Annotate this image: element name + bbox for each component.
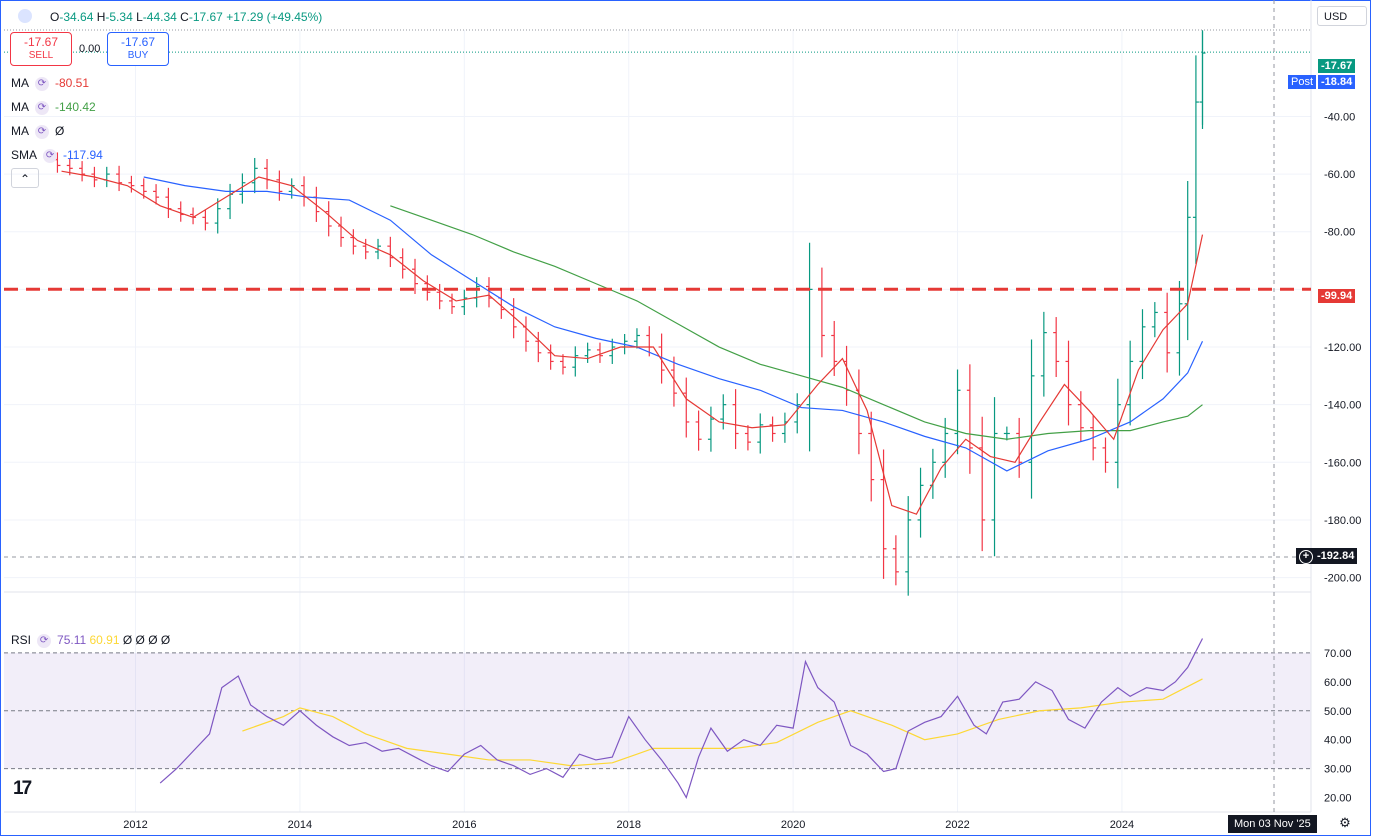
indicator-ma-slow[interactable]: MA ⟳ -140.42 — [11, 99, 96, 115]
open-value: -34.64 — [59, 10, 94, 24]
ohlc-readout: O-34.64 H-5.34 L-44.34 C-17.67 +17.29 (+… — [50, 10, 322, 24]
sell-price: -17.67 — [23, 35, 59, 49]
spread-value: 0.00 — [79, 43, 101, 55]
close-label: C — [180, 10, 189, 24]
price-axis-label: -200.00 — [1324, 573, 1361, 585]
sync-icon[interactable]: ⟳ — [43, 148, 58, 163]
sync-icon[interactable]: ⟳ — [37, 633, 52, 648]
last-price-tag: -17.67 — [1318, 59, 1356, 73]
collapse-indicators-button[interactable]: ⌃ — [11, 168, 39, 188]
post-label-tag: Post — [1288, 75, 1317, 89]
crosshair-time-tag: Mon 03 Nov '25 — [1228, 815, 1317, 833]
time-axis-label: 2016 — [452, 819, 476, 831]
close-value: -17.67 — [188, 10, 223, 24]
sell-label: SELL — [28, 50, 54, 61]
buy-label: BUY — [127, 50, 149, 61]
price-axis-label: -40.00 — [1324, 111, 1355, 123]
rsi-axis-label: 20.00 — [1324, 793, 1352, 805]
time-axis-label: 2022 — [945, 819, 969, 831]
rsi-line — [159, 638, 1204, 800]
moon-icon — [18, 9, 32, 23]
rsi-name: RSI — [11, 633, 32, 647]
ma-fast-line — [61, 170, 1204, 515]
rsi-axis-label: 70.00 — [1324, 648, 1352, 660]
rsi-axis-label: 40.00 — [1324, 735, 1352, 747]
time-axis-label: 2012 — [123, 819, 147, 831]
chevron-up-icon: ⌃ — [19, 172, 31, 186]
indicator-value: -80.51 — [55, 76, 90, 90]
buy-price: -17.67 — [120, 35, 156, 49]
price-axis-label: -160.00 — [1324, 457, 1361, 469]
sell-button[interactable]: -17.67 SELL — [10, 32, 72, 66]
symbol-icon[interactable] — [17, 8, 33, 24]
low-value: -44.34 — [142, 10, 177, 24]
indicator-name: MA — [11, 124, 29, 138]
tradingview-logo[interactable]: 17 — [13, 778, 32, 800]
price-axis-label: -80.00 — [1324, 227, 1355, 239]
level-price-tag: -99.94 — [1318, 289, 1356, 303]
logo-text: 17 — [13, 778, 32, 799]
price-axis-label: -120.00 — [1324, 342, 1361, 354]
indicator-value: Ø — [55, 124, 65, 138]
rsi-axis-label: 60.00 — [1324, 677, 1352, 689]
settings-gear-icon[interactable]: ⚙ — [1339, 815, 1351, 830]
change-value: +17.29 (+49.45%) — [226, 10, 323, 24]
indicator-value: -117.94 — [63, 148, 103, 162]
sync-icon[interactable]: ⟳ — [35, 100, 49, 115]
high-label: H — [96, 10, 106, 24]
indicator-name: MA — [11, 100, 29, 114]
indicator-ma-empty[interactable]: MA ⟳ Ø — [11, 123, 64, 139]
indicator-sma[interactable]: SMA ⟳ -117.94 — [11, 147, 103, 163]
buy-button[interactable]: -17.67 BUY — [107, 32, 169, 66]
rsi-ma-line — [242, 678, 1203, 767]
high-value: -5.34 — [105, 10, 133, 24]
time-axis-label: 2024 — [1110, 819, 1134, 831]
sync-icon[interactable]: ⟳ — [35, 124, 49, 139]
open-label: O — [50, 10, 60, 24]
indicator-name: SMA — [11, 148, 38, 162]
crosshair-price-tag: + -192.84 — [1296, 548, 1358, 564]
time-axis-label: 2018 — [616, 819, 640, 831]
price-axis-label: -180.00 — [1324, 515, 1361, 527]
price-axis-label: -60.00 — [1324, 169, 1355, 181]
crosshair-price: -192.84 — [1317, 550, 1355, 562]
rsi-extra-values: Ø Ø Ø Ø — [122, 633, 171, 647]
rsi-value: 75.11 — [57, 633, 87, 647]
sync-icon[interactable]: ⟳ — [35, 76, 49, 91]
low-label: L — [136, 10, 143, 24]
plus-circle-icon[interactable]: + — [1299, 550, 1313, 564]
time-axis-label: 2014 — [288, 819, 312, 831]
sma-line — [143, 176, 1204, 472]
post-price-tag: -18.84 — [1318, 75, 1356, 89]
rsi-axis-label: 50.00 — [1324, 706, 1352, 718]
indicator-ma-fast[interactable]: MA ⟳ -80.51 — [11, 75, 89, 91]
rsi-ma-value: 60.91 — [89, 633, 120, 647]
indicator-value: -140.42 — [55, 100, 96, 114]
indicator-name: MA — [11, 76, 29, 90]
currency-button[interactable]: USD — [1317, 6, 1367, 26]
rsi-axis-label: 30.00 — [1324, 764, 1352, 776]
indicator-rsi[interactable]: RSI ⟳ 75.11 60.91 Ø Ø Ø Ø — [11, 632, 170, 648]
price-axis-label: -140.00 — [1324, 400, 1361, 412]
time-axis-label: 2020 — [781, 819, 805, 831]
